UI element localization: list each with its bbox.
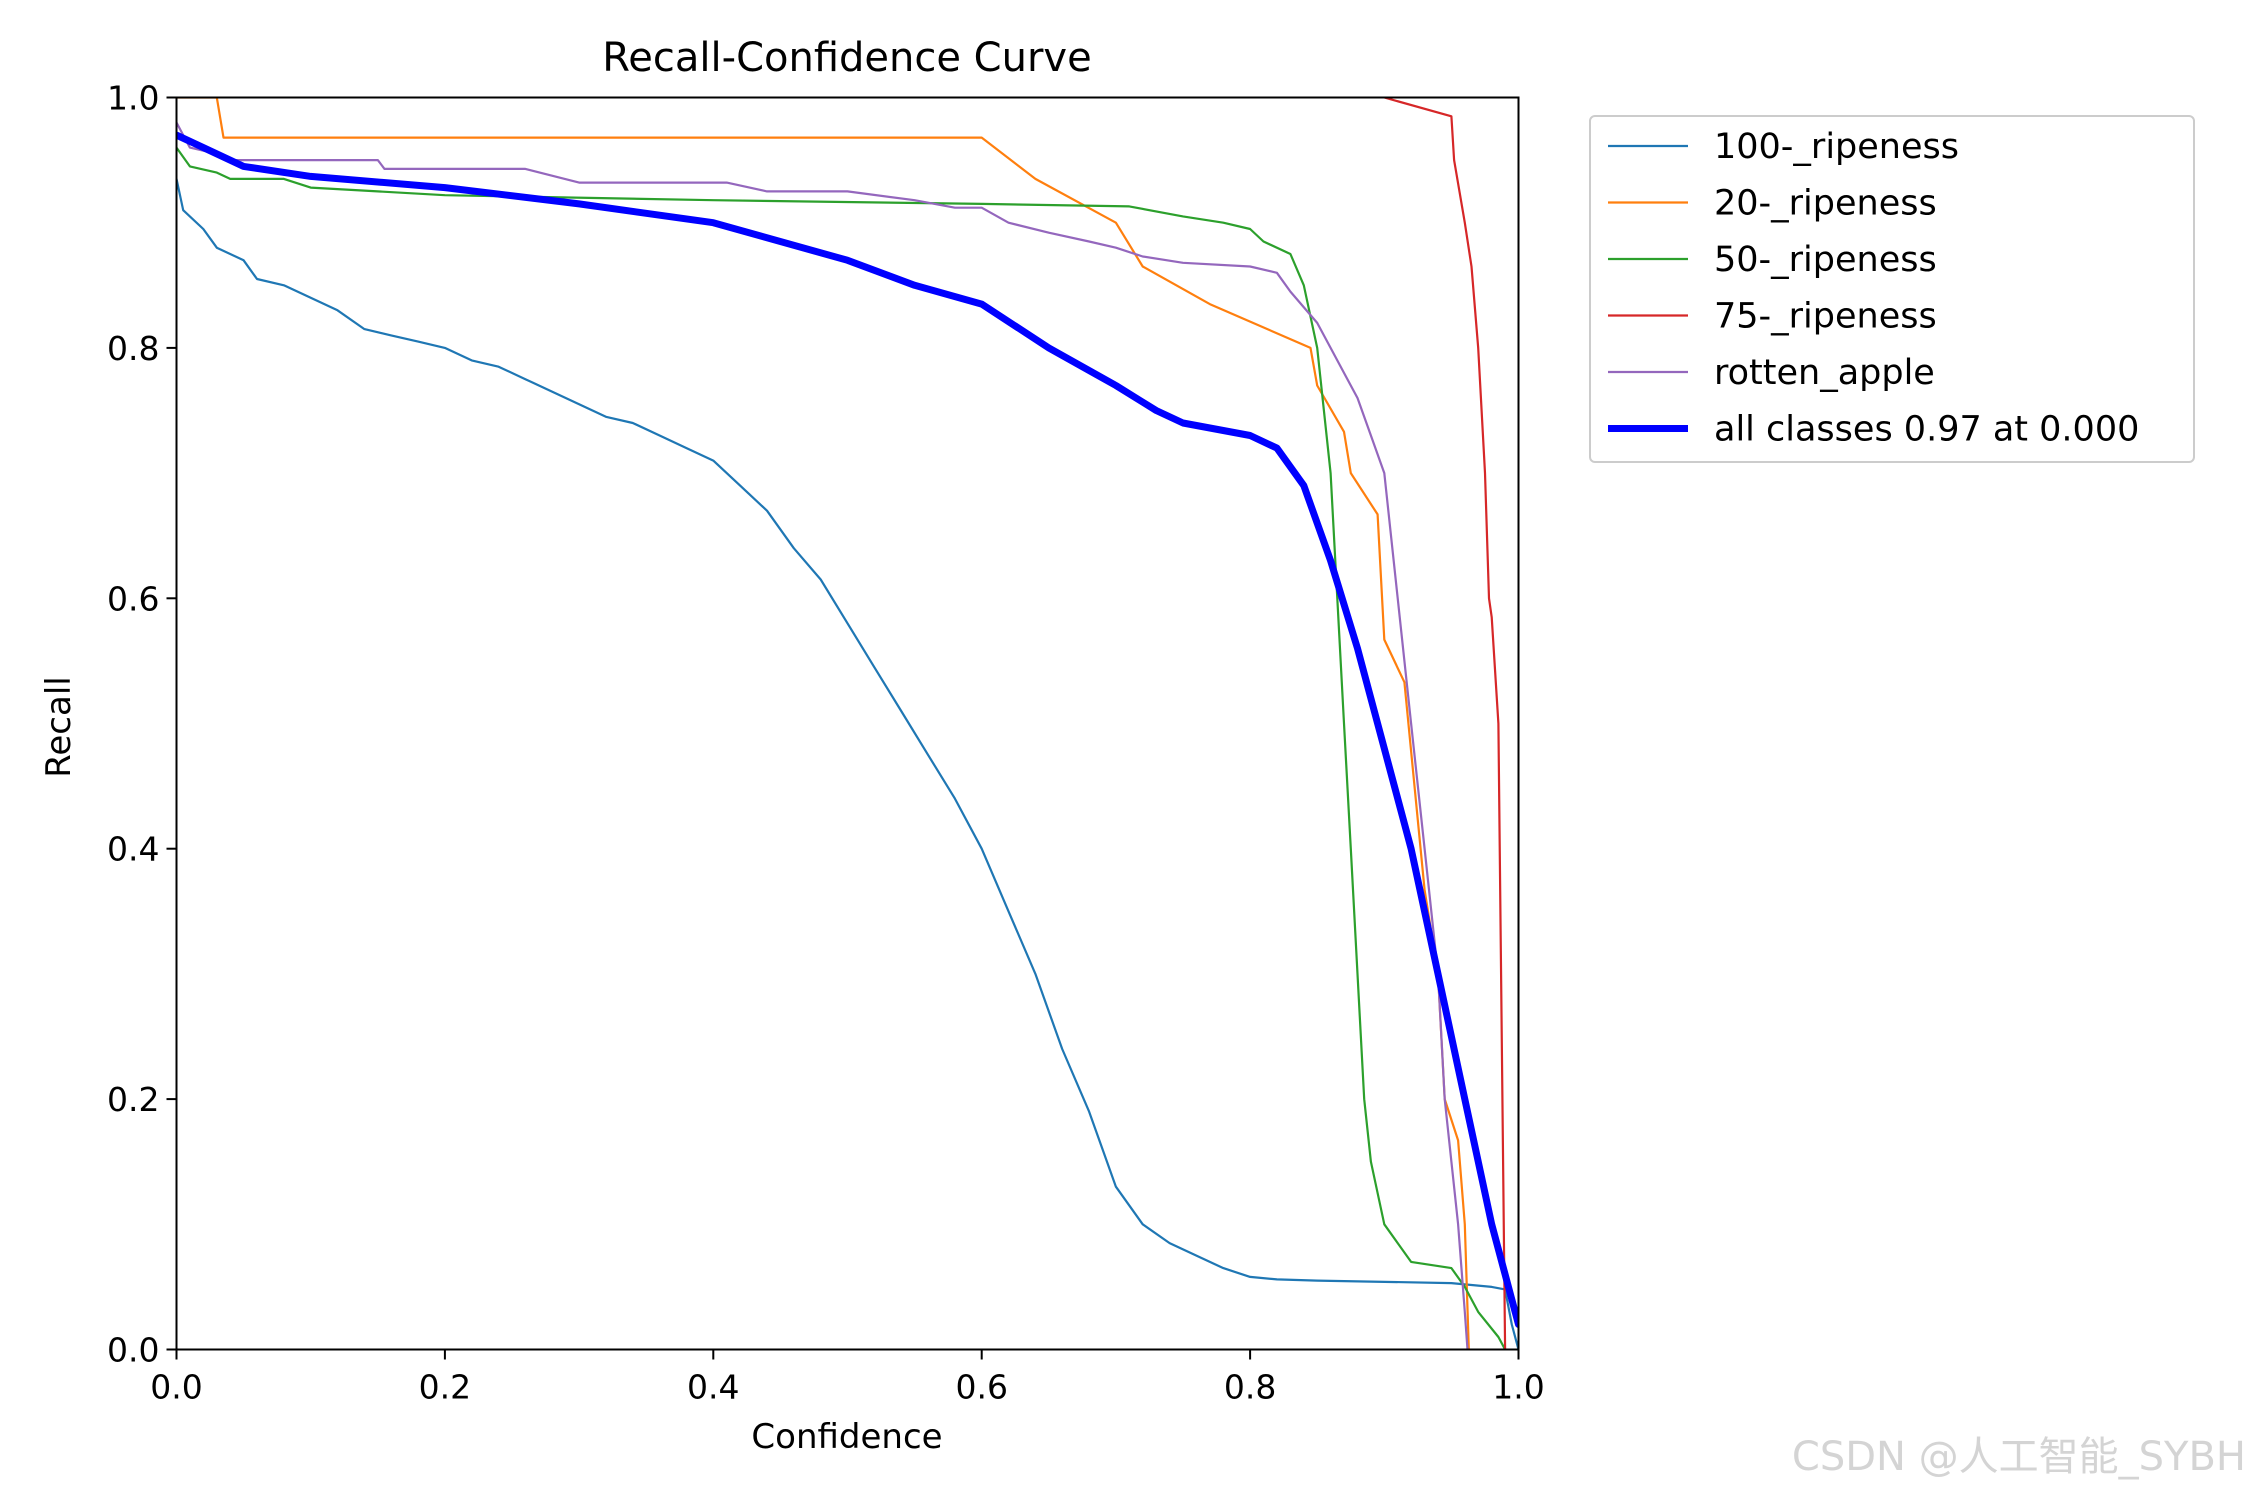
- plot-frame: [175, 96, 1520, 1351]
- x-tick-label: 0.8: [1224, 1368, 1276, 1407]
- y-axis-ticks: 0.0 0.2 0.4 0.6 0.8 1.0: [107, 79, 177, 1370]
- y-tick-label: 0.2: [107, 1080, 159, 1119]
- chart-title: Recall-Confidence Curve: [602, 35, 1091, 81]
- y-tick-label: 1.0: [107, 79, 159, 118]
- series-line-20-ripeness: [176, 97, 1470, 1350]
- y-axis-label: Recall: [39, 676, 79, 777]
- y-tick-label: 0.4: [107, 830, 159, 869]
- series-line-rotten-apple: [176, 121, 1469, 1350]
- x-axis-ticks: 0.0 0.2 0.4 0.6 0.8 1.0: [150, 1349, 1545, 1407]
- series-line-100-ripeness: [176, 177, 1519, 1350]
- x-axis-label: Confidence: [751, 1417, 942, 1457]
- legend-frame: [1589, 115, 2195, 463]
- x-tick-label: 0.2: [419, 1368, 471, 1407]
- x-tick-label: 0.0: [150, 1368, 202, 1407]
- legend-label: rotten_apple: [1714, 353, 1935, 393]
- y-tick-label: 0.0: [107, 1331, 159, 1370]
- series-line-75-ripeness: [1383, 97, 1507, 1350]
- series-line-50-ripeness: [176, 146, 1507, 1350]
- watermark: CSDN @人工智能_SYBH: [1791, 1434, 2246, 1480]
- legend: 100-_ripeness 20-_ripeness 50-_ripeness 75-…: [1589, 115, 2195, 463]
- y-tick-label: 0.6: [107, 579, 159, 618]
- x-tick-label: 0.4: [687, 1368, 739, 1407]
- y-tick-label: 0.8: [107, 329, 159, 368]
- legend-label: 100-_ripeness: [1714, 127, 1959, 167]
- legend-label: 20-_ripeness: [1714, 184, 1937, 224]
- plot-lines: [176, 97, 1519, 1350]
- legend-label: all classes 0.97 at 0.000: [1714, 410, 2139, 450]
- legend-label: 75-_ripeness: [1714, 297, 1937, 337]
- x-tick-label: 1.0: [1492, 1368, 1544, 1407]
- legend-label: 50-_ripeness: [1714, 240, 1937, 280]
- x-tick-label: 0.6: [955, 1368, 1007, 1407]
- series-line-all-classes-0-97-at-0-000: [176, 131, 1519, 1328]
